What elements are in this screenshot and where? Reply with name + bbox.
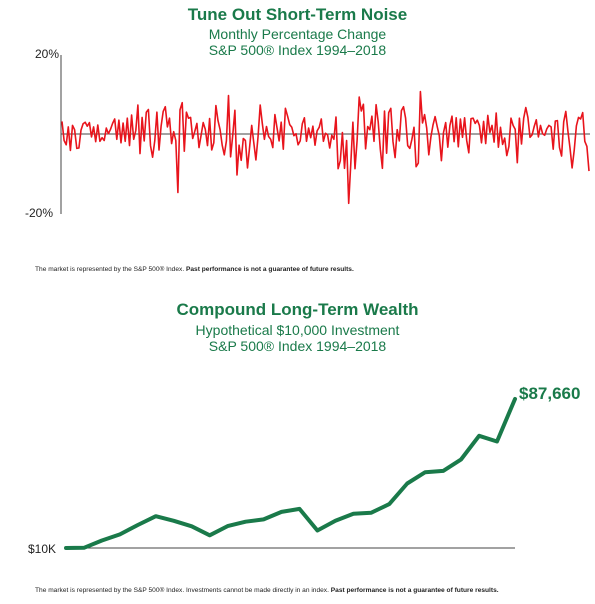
y-tick-bottom: -20% [25, 206, 53, 220]
final-value-label: $87,660 [519, 384, 580, 403]
noise-chart-footnote: The market is represented by the S&P 500… [35, 266, 354, 273]
footnote-text: The market is represented by the S&P 500… [35, 266, 186, 273]
noise-chart-subtitle-line2: S&P 500® Index 1994–2018 [208, 42, 387, 58]
footnote-bold-text: Past performance is not a guarantee of f… [330, 587, 499, 594]
noise-chart-title: Tune Out Short-Term Noise [187, 5, 408, 24]
wealth-chart-subtitle-line2: S&P 500® Index 1994–2018 [208, 338, 387, 354]
monthly-change-line [61, 90, 590, 205]
y-tick-top: 20% [35, 47, 59, 61]
footnote-bold-text: Past performance is not a guarantee of f… [185, 266, 354, 273]
y-tick-start: $10K [28, 542, 56, 556]
wealth-chart-subtitle-line1: Hypothetical $10,000 Investment [195, 322, 400, 338]
noise-chart: 20% -20% [25, 47, 590, 220]
investment-growth-line [64, 397, 517, 550]
wealth-chart-footnote: The market is represented by the S&P 500… [35, 587, 499, 594]
wealth-chart-title: Compound Long-Term Wealth [176, 300, 419, 319]
footnote-text: The market is represented by the S&P 500… [35, 587, 331, 594]
noise-chart-subtitle-line1: Monthly Percentage Change [208, 26, 387, 42]
